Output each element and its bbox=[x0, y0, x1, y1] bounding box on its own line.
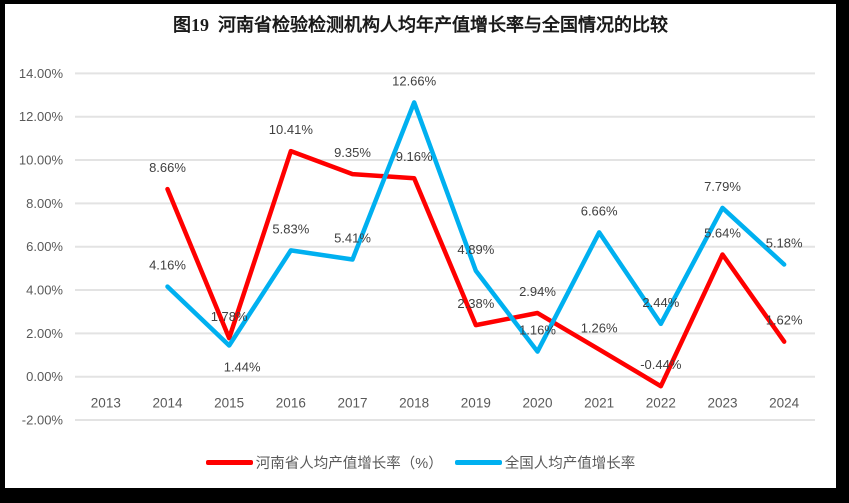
y-axis-tick-label: 4.00% bbox=[26, 283, 63, 298]
data-label: 4.89% bbox=[457, 242, 494, 257]
data-label: 5.18% bbox=[766, 235, 803, 250]
data-label: 5.64% bbox=[704, 226, 741, 241]
chart-canvas: 图19 河南省检验检测机构人均年产值增长率与全国情况的比较 14.00% 12.0… bbox=[5, 4, 836, 488]
data-label: 12.66% bbox=[392, 73, 437, 88]
data-label: 1.26% bbox=[581, 320, 618, 335]
x-axis-tick-label: 2021 bbox=[584, 396, 614, 411]
x-axis-tick-label: 2019 bbox=[461, 396, 491, 411]
legend: 河南省人均产值增长率（%） 全国人均产值增长率 bbox=[5, 452, 836, 473]
data-label: 9.35% bbox=[334, 145, 371, 160]
data-label: 1.16% bbox=[519, 323, 556, 338]
henan-line-swatch bbox=[205, 460, 253, 465]
x-axis-tick-label: 2013 bbox=[91, 396, 121, 411]
data-label: 5.83% bbox=[272, 221, 309, 236]
x-axis-tick-label: 2014 bbox=[152, 396, 183, 411]
legend-label-national: 全国人均产值增长率 bbox=[504, 456, 636, 472]
data-label: 2.44% bbox=[642, 295, 679, 310]
data-label: 9.16% bbox=[396, 149, 433, 164]
x-axis-tick-label: 2018 bbox=[399, 396, 429, 411]
henan-series-line bbox=[165, 148, 787, 389]
data-label: 1.44% bbox=[224, 360, 261, 375]
x-axis-tick-label: 2016 bbox=[276, 396, 306, 411]
x-axis-tick-label: 2024 bbox=[769, 396, 800, 411]
line-chart: 14.00% 12.00% 10.00% 8.00% 6.00% 4.00% 2.00% 0.… bbox=[19, 66, 815, 428]
data-label: 1.78% bbox=[211, 309, 248, 324]
legend-item-henan: 河南省人均产值增长率（%） bbox=[205, 452, 443, 473]
national-series-line bbox=[165, 100, 787, 354]
data-label: 4.16% bbox=[149, 258, 186, 273]
data-label: 1.62% bbox=[766, 313, 803, 328]
data-label: 7.79% bbox=[704, 179, 741, 194]
national-line-swatch bbox=[454, 460, 502, 465]
y-axis-tick-label: 12.00% bbox=[19, 109, 64, 124]
data-label: -0.44% bbox=[640, 357, 682, 372]
legend-label-henan: 河南省人均产值增长率（%） bbox=[255, 456, 443, 472]
y-axis-tick-label: 10.00% bbox=[19, 153, 64, 168]
data-label: 2.38% bbox=[457, 296, 494, 311]
x-axis-tick-label: 2015 bbox=[214, 396, 244, 411]
x-axis-tick-label: 2017 bbox=[337, 396, 367, 411]
data-label: 10.41% bbox=[269, 122, 314, 137]
y-axis-tick-label: 6.00% bbox=[26, 239, 63, 254]
data-label: 5.41% bbox=[334, 230, 371, 245]
x-axis-tick-label: 2020 bbox=[522, 396, 552, 411]
data-label: 2.94% bbox=[519, 284, 556, 299]
legend-item-national: 全国人均产值增长率 bbox=[454, 452, 636, 473]
x-axis-tick-label: 2023 bbox=[707, 396, 737, 411]
x-axis-tick-label: 2022 bbox=[646, 396, 676, 411]
y-axis-tick-label: 0.00% bbox=[26, 369, 63, 384]
y-axis-tick-label: 2.00% bbox=[26, 326, 63, 341]
y-axis-tick-label: 14.00% bbox=[19, 66, 64, 81]
data-label: 6.66% bbox=[581, 203, 618, 218]
y-axis-tick-label: 8.00% bbox=[26, 196, 63, 211]
y-axis-tick-label: -2.00% bbox=[22, 413, 64, 428]
data-label: 8.66% bbox=[149, 160, 186, 175]
chart-title: 图19 河南省检验检测机构人均年产值增长率与全国情况的比较 bbox=[173, 15, 668, 35]
